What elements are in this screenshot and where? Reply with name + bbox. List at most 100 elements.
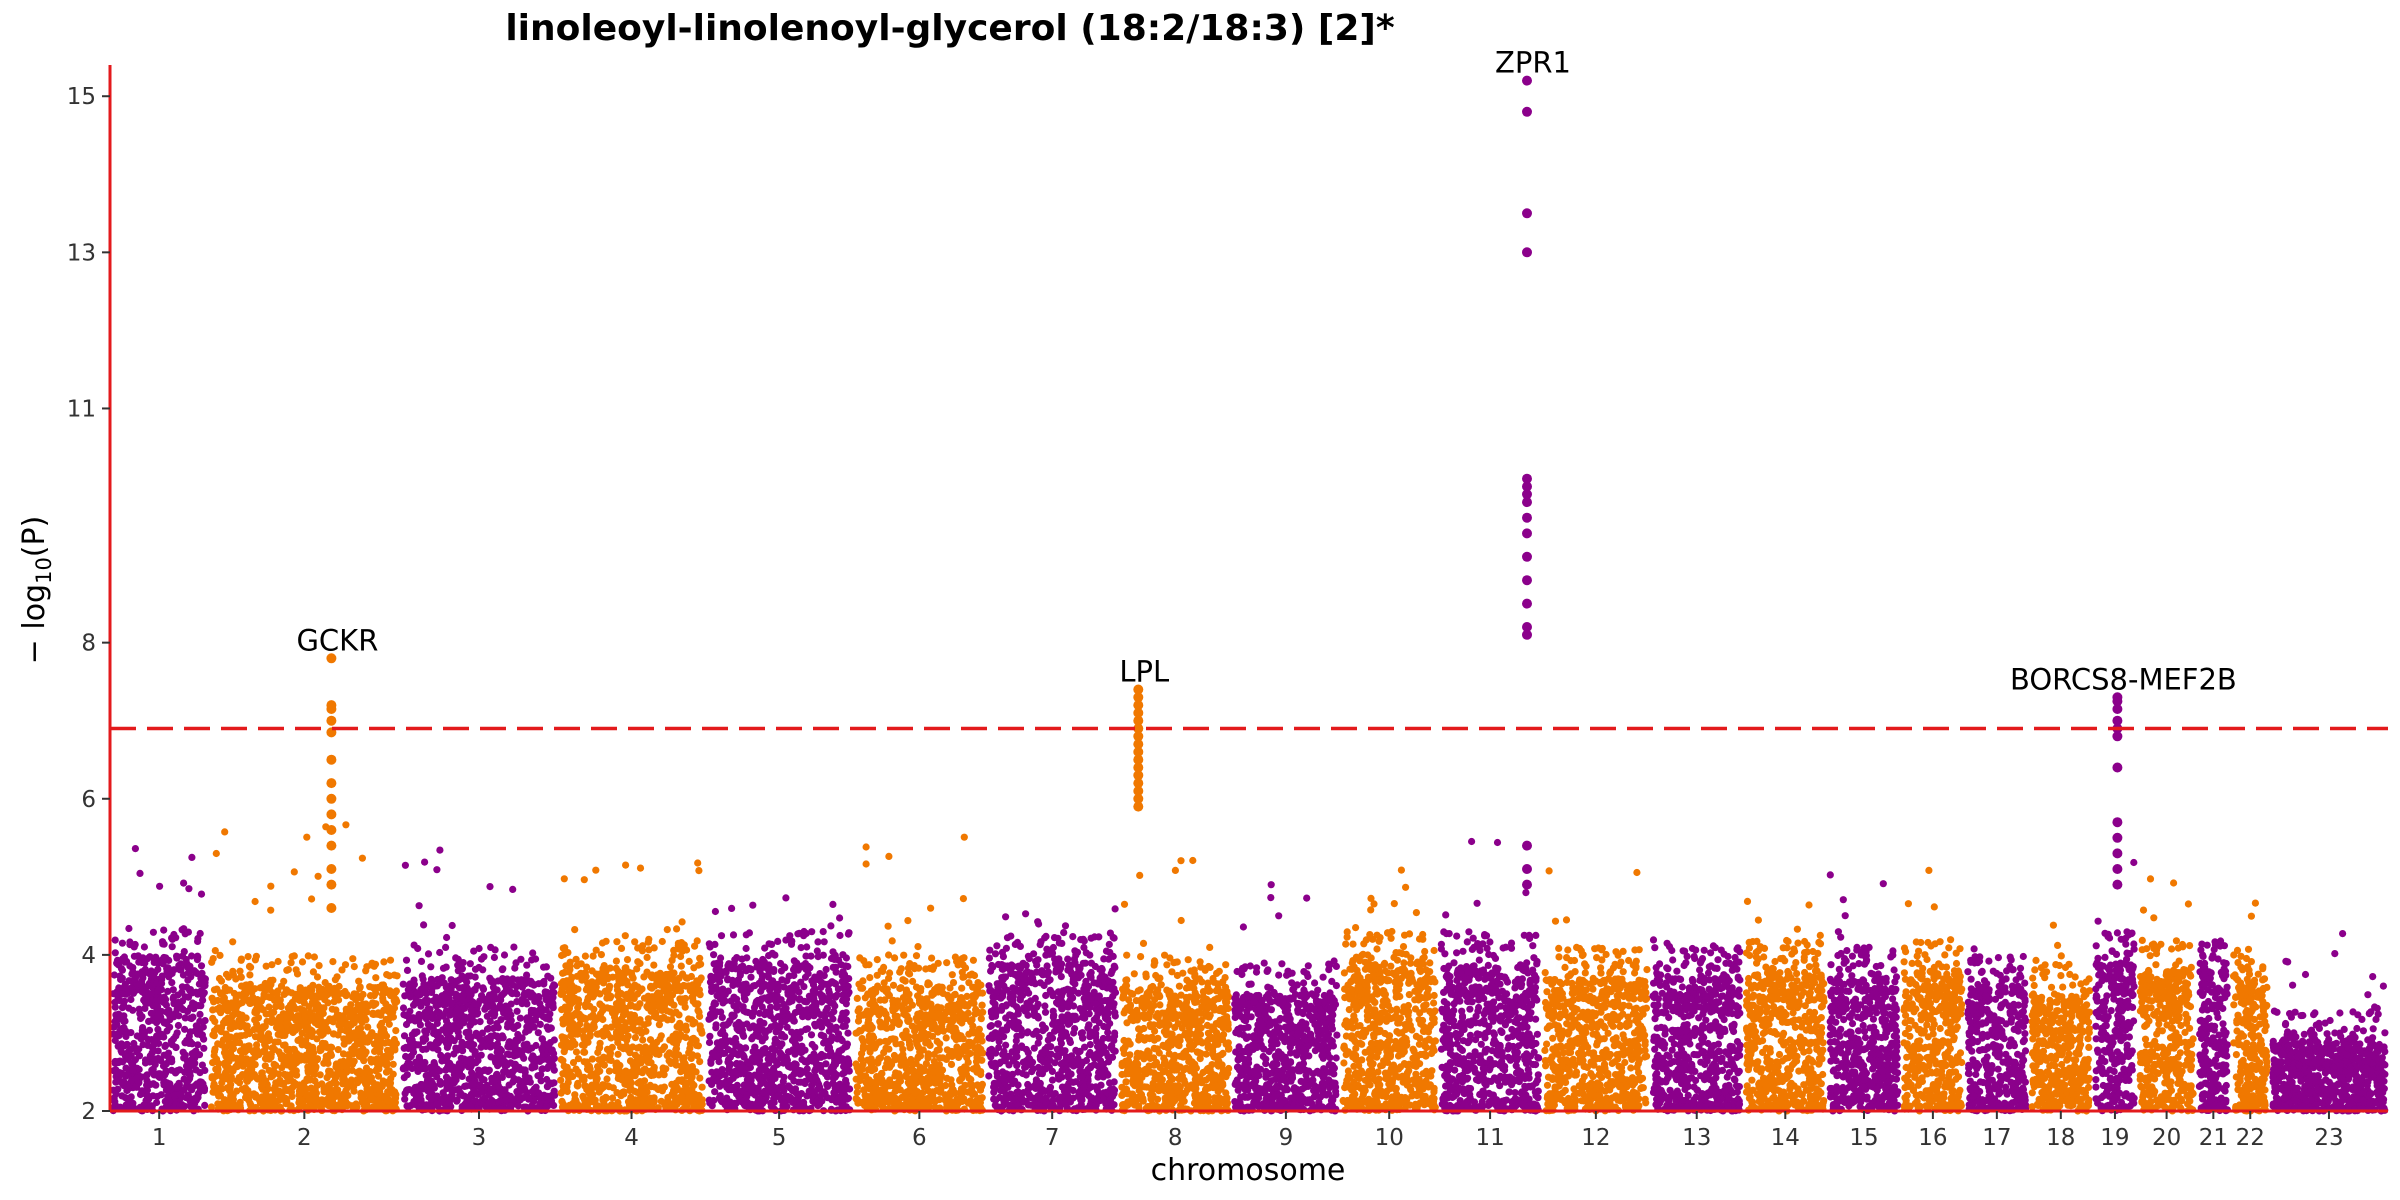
snp-point [461,1101,469,1109]
snp-point [631,1034,640,1042]
snp-point [448,921,456,930]
snp-point [168,943,176,951]
snp-point [423,999,431,1007]
snp-point [219,1036,227,1044]
snp-point [285,1074,293,1082]
snp-point [342,992,350,1000]
snp-point [188,853,196,862]
snp-point [431,1028,439,1036]
snp-point [321,991,329,999]
snp-point [548,997,556,1005]
snp-point [413,1028,421,1036]
snp-point [740,1007,748,1015]
snp-point [493,1032,501,1040]
snp-point [518,1034,526,1042]
snp-point [466,960,474,968]
snp-point [362,1048,370,1056]
snp-point [357,1008,365,1016]
snp-point [230,1054,238,1062]
snp-point [272,1003,280,1011]
snp-point [378,981,386,989]
snp-point [471,1088,479,1096]
snp-point [162,1060,170,1068]
snp-point [479,984,487,992]
snp-point [189,999,197,1007]
snp-point [477,1084,485,1092]
snp-point [169,986,177,994]
snp-point [547,974,555,982]
snp-point [720,1079,728,1087]
snp-point [599,1015,607,1024]
snp-point [710,951,718,959]
snp-point [288,953,296,961]
snp-point [306,1064,314,1072]
snp-point [914,943,922,951]
snp-point [798,1100,806,1109]
snp-point [358,854,366,862]
snp-point [730,1083,738,1092]
snp-point [372,1010,380,1018]
snp-point [437,979,445,987]
snp-point [627,1079,636,1087]
snp-point [566,1024,574,1032]
snp-point [603,1004,611,1012]
snp-point [592,866,600,874]
snp-point [164,1092,172,1100]
snp-point [789,1096,797,1104]
snp-point [122,1027,130,1035]
snp-point [413,1061,421,1069]
snp-point [281,1041,289,1049]
snp-point [178,926,186,934]
snp-point [566,989,574,997]
snp-point [245,962,254,971]
snp-point [292,1025,300,1033]
snp-point [422,1015,430,1023]
snp-point [327,1043,335,1051]
chromosome-1-points [109,845,209,1115]
snp-point [421,1065,430,1073]
snp-point [580,876,588,884]
snp-point [147,990,155,998]
snp-point [513,1007,521,1015]
snp-point [181,1025,189,1033]
snp-point [229,1065,237,1073]
snp-point [523,1014,531,1022]
snp-point [275,1013,284,1022]
snp-point [535,993,543,1001]
snp-point [778,1018,786,1026]
snp-point [612,957,621,965]
snp-point [565,1042,574,1050]
snp-point [268,1018,276,1026]
snp-point [454,1005,462,1013]
snp-point [490,1012,498,1020]
snp-point [406,1016,414,1024]
snp-point [201,982,209,990]
snp-point [249,998,257,1006]
snp-point [148,982,156,990]
snp-point [718,1013,726,1022]
snp-point [333,973,341,981]
snp-point [528,956,536,964]
snp-point [560,875,568,883]
snp-point [176,1090,185,1098]
snp-point [472,1029,480,1037]
snp-point [495,1052,503,1060]
snp-point [296,1035,305,1043]
snp-point [762,1008,770,1016]
snp-point [783,1059,791,1067]
snp-point [128,1059,136,1067]
snp-point [133,1048,141,1056]
snp-point [391,1044,399,1052]
snp-point [835,1048,843,1056]
snp-point [594,1030,602,1038]
snp-point [663,926,671,934]
snp-point [818,1050,826,1059]
snp-point [688,993,696,1001]
snp-point [655,1071,663,1079]
snp-point [774,980,782,989]
snp-point [510,1024,518,1032]
snp-point [520,1094,528,1102]
snp-point [689,1020,697,1028]
snp-point [143,1071,151,1079]
